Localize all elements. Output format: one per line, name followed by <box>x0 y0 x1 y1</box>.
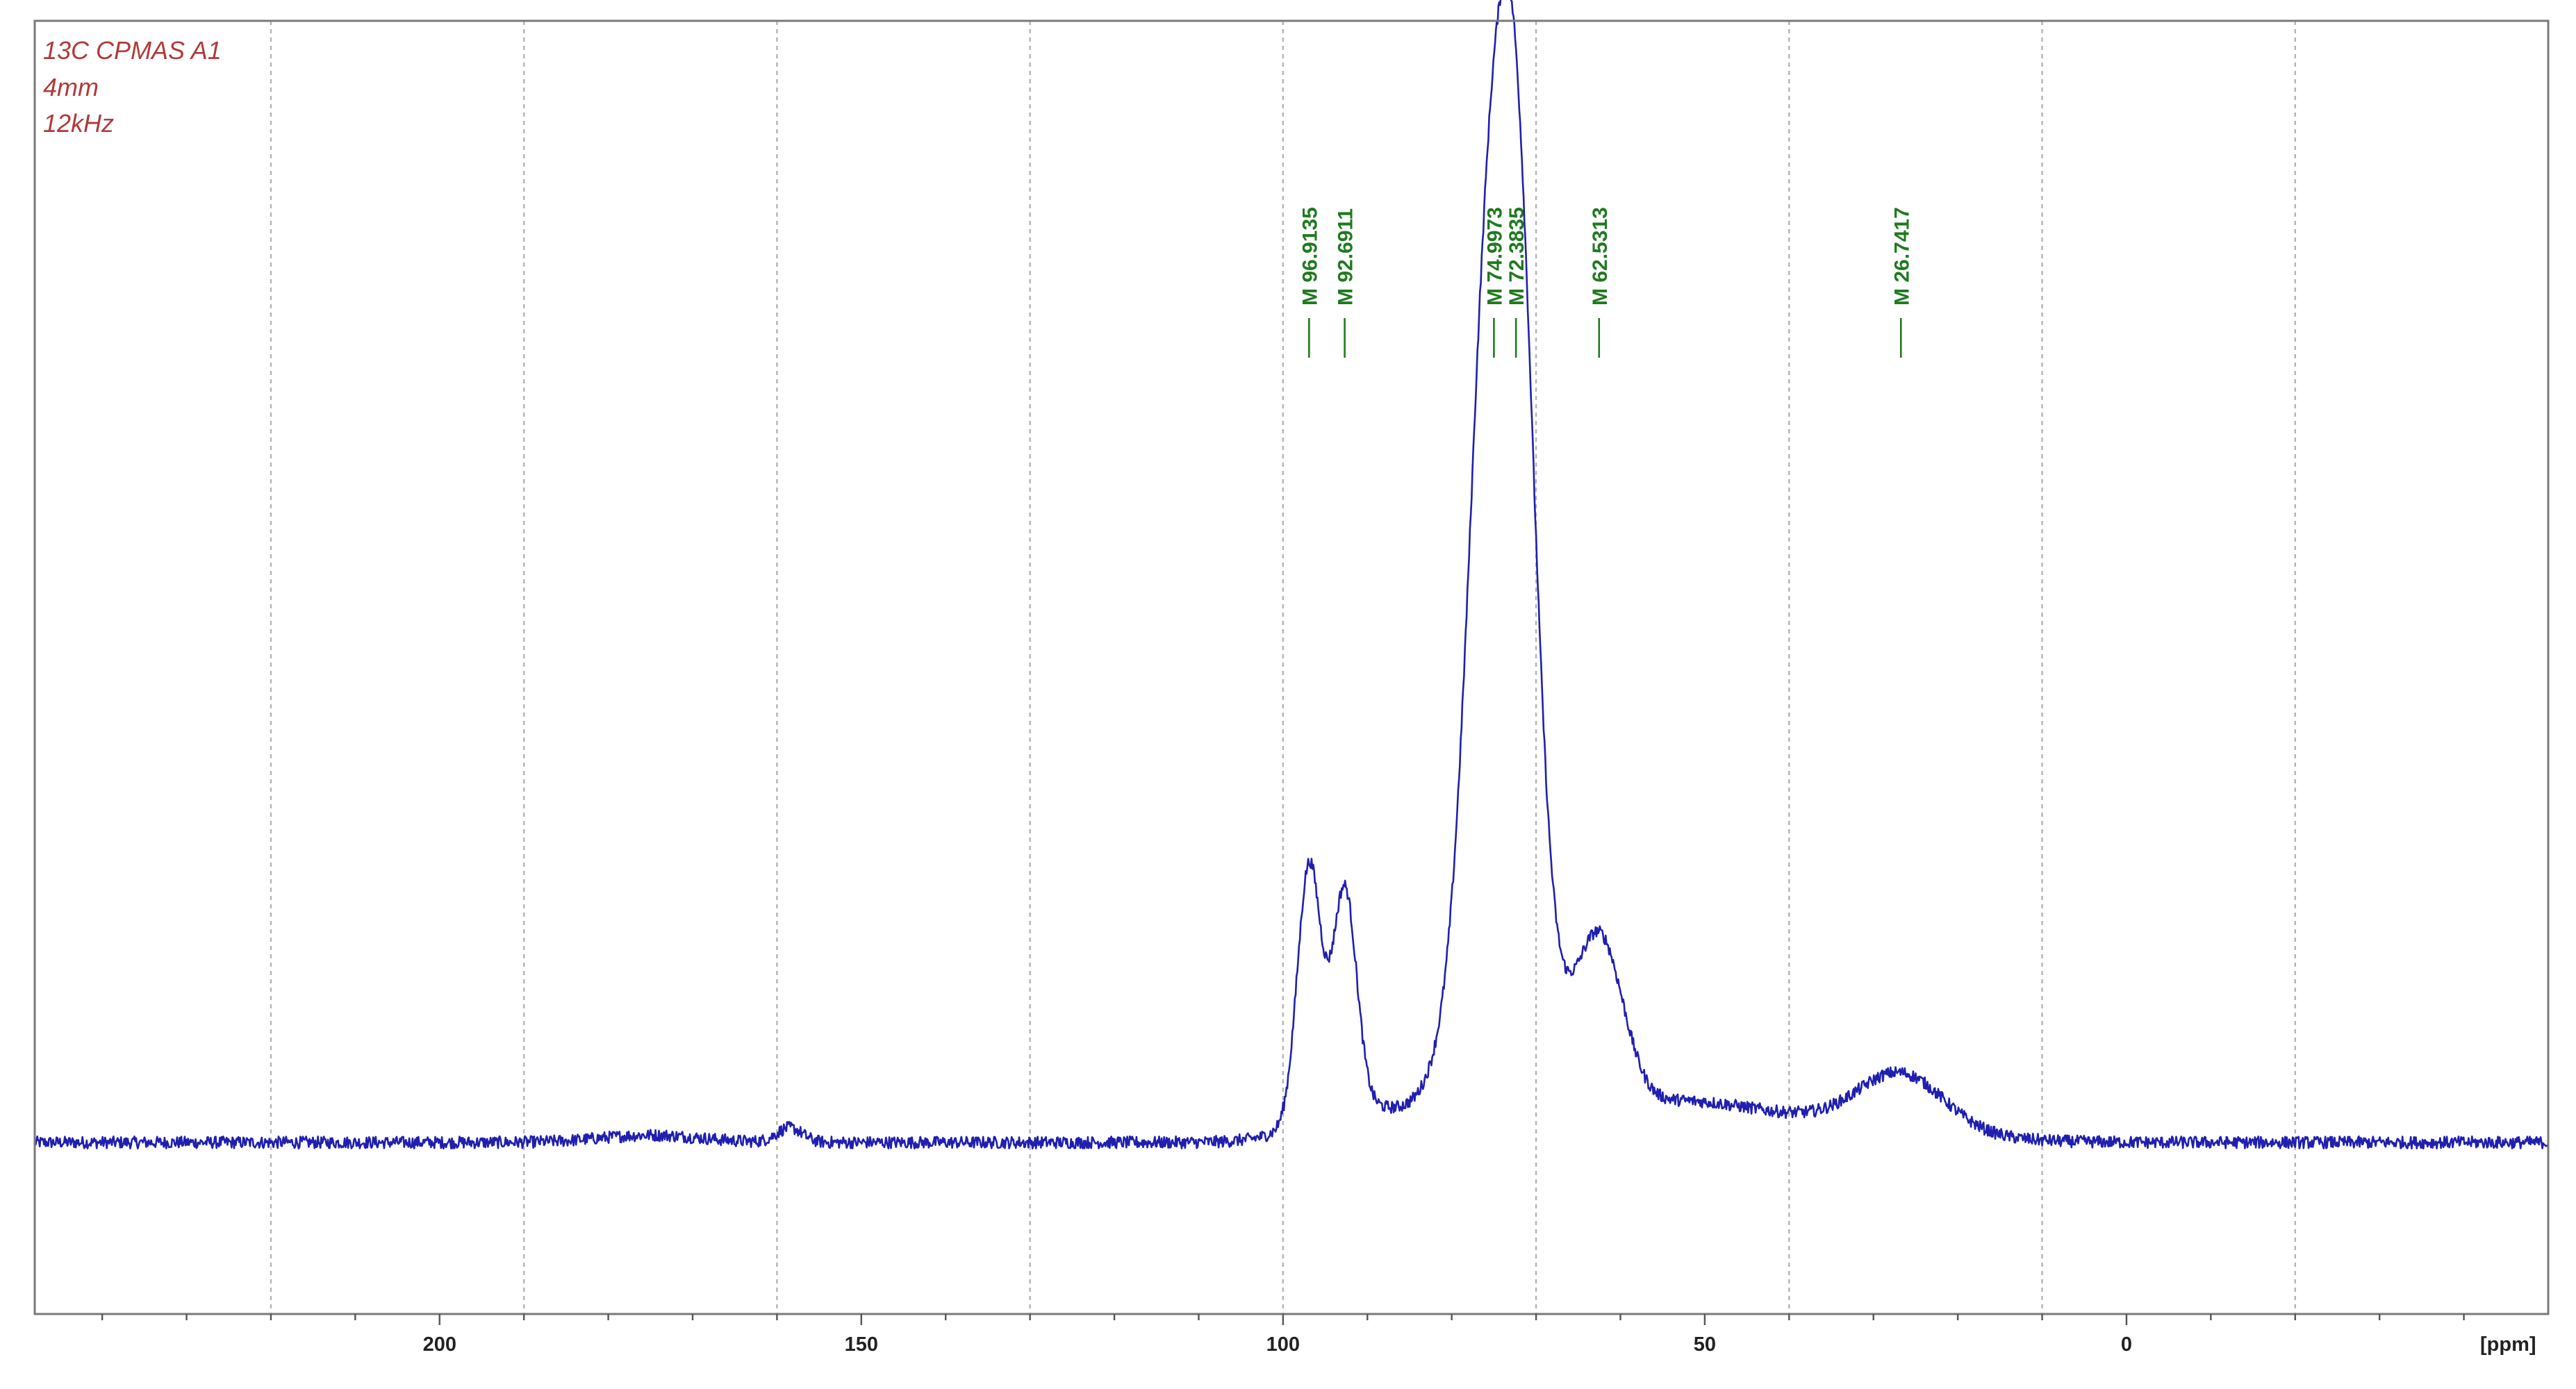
peak-label: M 26.7417 <box>1890 207 1913 306</box>
experiment-info-line2: 4mm <box>43 73 99 101</box>
x-axis-ticks: 200 150 100 50 0 <box>101 1314 2465 1356</box>
experiment-info: 13C CPMAS A1 4mm 12kHz <box>43 36 222 138</box>
experiment-info-line3: 12kHz <box>43 109 114 138</box>
vertical-grid <box>270 21 2296 1314</box>
plot-frame <box>33 19 2550 1315</box>
peak-label: M 92.6911 <box>1335 208 1357 306</box>
peak-label: M 96.9135 <box>1298 207 1321 306</box>
experiment-info-line1: 13C CPMAS A1 <box>43 36 222 65</box>
x-tick-label: 200 <box>423 1333 456 1356</box>
peak-label: M 62.5313 <box>1589 207 1612 306</box>
peak-label: M 74.9973 <box>1483 207 1506 306</box>
x-tick-label: 100 <box>1266 1333 1300 1356</box>
x-tick-label: 150 <box>845 1333 878 1356</box>
x-axis-unit-label: [ppm] <box>2480 1333 2536 1356</box>
x-tick-label: 50 <box>1694 1333 1716 1356</box>
x-tick-label: 0 <box>2121 1333 2132 1356</box>
spectrum-line <box>33 0 2550 1149</box>
